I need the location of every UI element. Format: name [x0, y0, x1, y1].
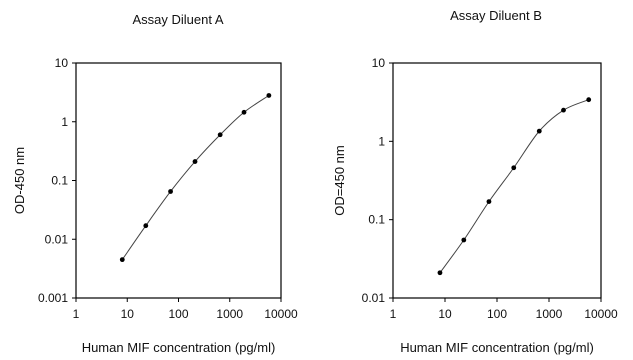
- chart-title: Assay Diluent A: [132, 12, 223, 27]
- data-point: [561, 107, 566, 113]
- data-point: [511, 165, 517, 171]
- y-axis-label: OD=450 nm: [332, 145, 347, 215]
- data-point: [168, 189, 173, 194]
- plot-frame: [75, 62, 282, 299]
- y-axis-label: OD-450 nm: [12, 147, 27, 214]
- y-tick-label: 1: [61, 115, 68, 129]
- data-point: [536, 128, 542, 134]
- x-tick-label: 100: [168, 307, 188, 321]
- x-tick-label: 1000: [536, 307, 563, 321]
- data-point: [461, 237, 467, 243]
- x-tick-label: 10000: [584, 307, 618, 321]
- x-tick-label: 10000: [264, 307, 298, 321]
- y-tick-label: 0.1: [368, 213, 385, 227]
- plot-frame: [392, 62, 602, 299]
- y-tick-label: 1: [378, 134, 385, 148]
- data-point: [437, 270, 443, 276]
- data-point: [119, 257, 125, 263]
- x-axis-label: Human MIF concentration (pg/ml): [400, 340, 594, 355]
- data-point: [266, 93, 272, 98]
- chart-panel-1: Assay Diluent A 1 10 100 1000 10000 0.001 0.01 0…: [12, 12, 298, 355]
- data-point: [217, 132, 223, 138]
- data-point: [241, 109, 247, 115]
- x-axis-label: Human MIF concentration (pg/ml): [82, 340, 276, 355]
- x-tick-label: 100: [487, 307, 507, 321]
- data-point: [192, 159, 198, 164]
- x-tick-label: 10: [438, 307, 452, 321]
- y-tick-label: 0.01: [362, 291, 386, 305]
- series-line: [439, 99, 589, 274]
- data-point: [143, 223, 149, 229]
- y-tick-label: 0.1: [51, 174, 68, 188]
- y-tick-label: 0.001: [38, 291, 68, 305]
- y-tick-label: 10: [55, 56, 69, 70]
- chart-panel-2: Assay Diluent B 1 10 100 1000 10000 0.01 0.1 1 10…: [332, 8, 618, 355]
- x-tick-label: 1000: [216, 307, 243, 321]
- x-tick-label: 10: [121, 307, 135, 321]
- series-line: [121, 95, 270, 260]
- y-tick-label: 10: [372, 56, 386, 70]
- data-point: [586, 97, 592, 103]
- y-tick-label: 0.01: [45, 232, 69, 246]
- chart-title: Assay Diluent B: [450, 8, 542, 23]
- x-tick-label: 1: [73, 307, 80, 321]
- data-point: [486, 199, 492, 205]
- x-tick-label: 1: [390, 307, 397, 321]
